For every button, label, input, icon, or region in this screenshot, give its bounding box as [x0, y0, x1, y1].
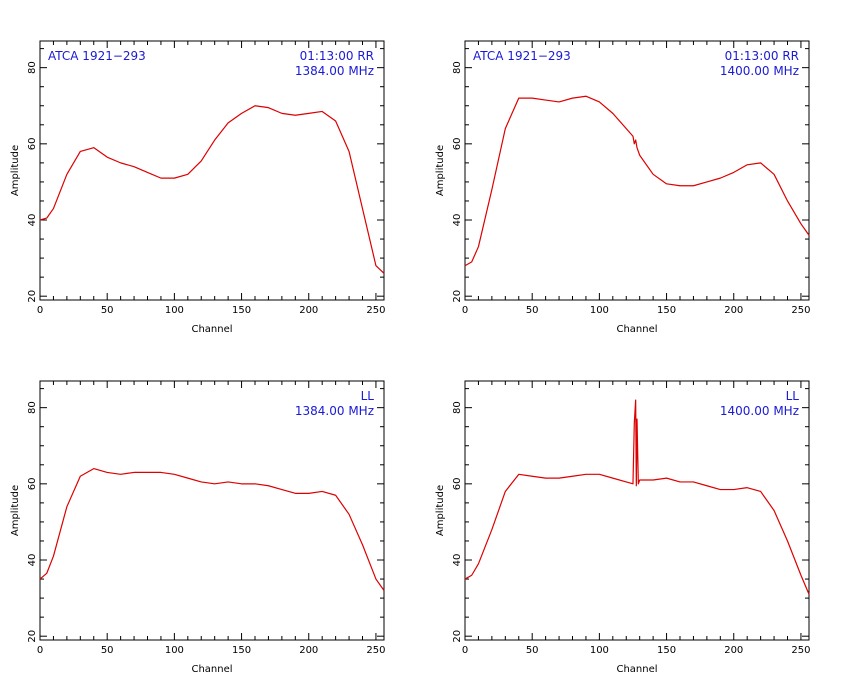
- x-tick-label: 50: [526, 645, 539, 656]
- time-polarization-label: LL: [786, 389, 800, 403]
- x-tick-label: 150: [657, 645, 676, 656]
- time-polarization-label: LL: [361, 389, 375, 403]
- x-tick-label: 100: [165, 645, 184, 656]
- y-tick-label: 40: [27, 554, 38, 567]
- y-tick-label: 20: [27, 630, 38, 643]
- x-tick-label: 100: [165, 305, 184, 316]
- x-tick-label: 0: [462, 645, 468, 656]
- y-axis-label: Amplitude: [435, 485, 446, 536]
- x-tick-label: 0: [37, 645, 43, 656]
- y-tick-label: 20: [27, 290, 38, 303]
- amplitude-series-line: [464, 399, 810, 595]
- x-tick-label: 250: [366, 645, 385, 656]
- x-tick-label: 200: [724, 645, 743, 656]
- time-polarization-label: 01:13:00 RR: [300, 49, 374, 63]
- plot-frame: [464, 40, 810, 301]
- source-label: ATCA 1921−293: [473, 49, 571, 63]
- y-tick-label: 20: [452, 290, 463, 303]
- y-tick-label: 80: [27, 61, 38, 74]
- x-axis-label: Channel: [616, 664, 657, 675]
- amplitude-series-line: [39, 105, 385, 274]
- chart-panel-3: 0 50 100 150 200 250 20 40 60 80 Channel Amplitude L…: [10, 380, 385, 675]
- time-polarization-label: 01:13:00 RR: [725, 49, 799, 63]
- x-tick-label: 50: [101, 305, 114, 316]
- x-tick-label: 250: [791, 645, 810, 656]
- frequency-label: 1400.00 MHz: [720, 404, 799, 418]
- y-axis-label: Amplitude: [435, 145, 446, 196]
- frequency-label: 1400.00 MHz: [720, 64, 799, 78]
- plot-frame: [39, 40, 385, 301]
- x-axis-label: Channel: [191, 664, 232, 675]
- y-tick-label: 60: [27, 477, 38, 490]
- chart-panel-4: 0 50 100 150 200 250 20 40 60 80 Channel Amplitude L…: [435, 380, 810, 675]
- y-tick-label: 40: [452, 214, 463, 227]
- x-tick-label: 100: [590, 305, 609, 316]
- y-tick-label: 80: [27, 401, 38, 414]
- y-tick-label: 80: [452, 401, 463, 414]
- y-tick-label: 80: [452, 61, 463, 74]
- x-tick-label: 200: [299, 305, 318, 316]
- x-tick-label: 200: [724, 305, 743, 316]
- y-tick-label: 60: [452, 137, 463, 150]
- y-tick-label: 40: [27, 214, 38, 227]
- plot-frame: [39, 380, 385, 641]
- x-tick-label: 150: [232, 645, 251, 656]
- amplitude-series-line: [39, 468, 385, 591]
- x-tick-label: 50: [526, 305, 539, 316]
- x-tick-label: 0: [37, 305, 43, 316]
- x-tick-label: 100: [590, 645, 609, 656]
- y-tick-label: 40: [452, 554, 463, 567]
- frequency-label: 1384.00 MHz: [295, 404, 374, 418]
- chart-panel-1: 0 50 100 150 200 250 20 40 60 80 Channel Amplitude A…: [10, 40, 385, 335]
- plot-frame: [464, 380, 810, 641]
- y-tick-label: 60: [452, 477, 463, 490]
- x-tick-label: 0: [462, 305, 468, 316]
- frequency-label: 1384.00 MHz: [295, 64, 374, 78]
- x-tick-label: 200: [299, 645, 318, 656]
- y-tick-label: 60: [27, 137, 38, 150]
- amplitude-series-line: [464, 95, 810, 267]
- x-axis-label: Channel: [616, 324, 657, 335]
- x-tick-label: 250: [366, 305, 385, 316]
- y-tick-label: 20: [452, 630, 463, 643]
- source-label: ATCA 1921−293: [48, 49, 146, 63]
- x-axis-label: Channel: [191, 324, 232, 335]
- x-tick-label: 150: [232, 305, 251, 316]
- x-tick-label: 50: [101, 645, 114, 656]
- chart-panel-2: 0 50 100 150 200 250 20 40 60 80 Channel Amplitude A…: [435, 40, 810, 335]
- x-tick-label: 150: [657, 305, 676, 316]
- y-axis-label: Amplitude: [10, 485, 21, 536]
- x-tick-label: 250: [791, 305, 810, 316]
- y-axis-label: Amplitude: [10, 145, 21, 196]
